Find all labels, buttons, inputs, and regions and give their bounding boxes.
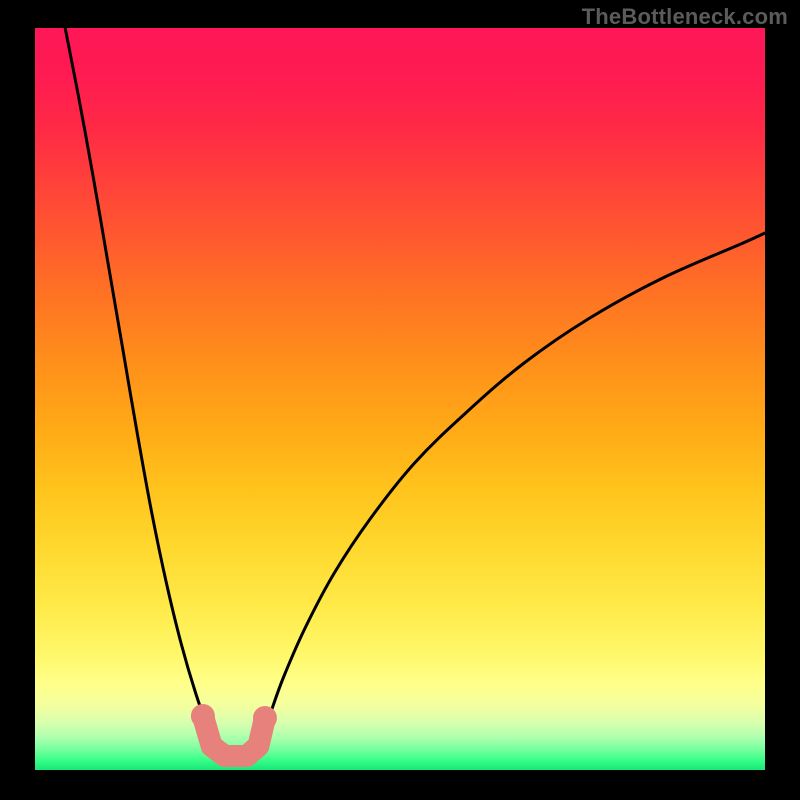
valley-marker-endpoint [253,706,277,730]
watermark-label: TheBottleneck.com [582,4,788,30]
chart-stage: TheBottleneck.com [0,0,800,800]
chart-svg [0,0,800,800]
valley-marker-endpoint [191,704,215,728]
plot-background [35,28,765,770]
